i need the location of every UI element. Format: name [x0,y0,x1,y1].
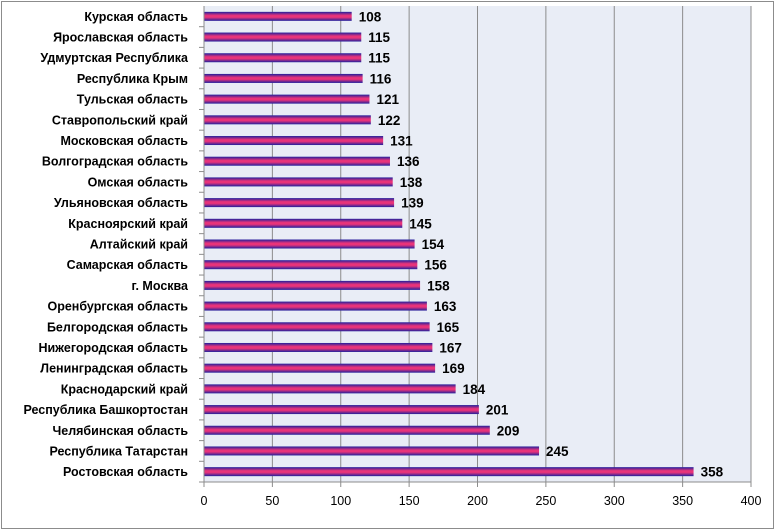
category-label: Ставропольский край [52,113,188,127]
bar [204,73,363,83]
bar [204,32,362,42]
category-label: Нижегородская область [38,341,188,355]
category-label: Красноярский край [68,217,188,231]
x-tick-label: 50 [265,494,279,508]
category-label: Московская область [60,134,188,148]
x-tick-label: 300 [604,494,625,508]
bar [204,322,430,332]
data-label: 209 [497,423,520,438]
bar [204,405,479,415]
category-label: Оренбургская область [47,300,188,314]
bar [204,260,418,270]
data-label: 115 [368,30,390,45]
category-label: Самарская область [67,258,189,272]
bar [204,53,362,63]
bar [204,239,415,249]
data-label: 131 [390,134,413,149]
data-label: 167 [439,340,462,355]
x-tick-label: 0 [201,494,208,508]
category-label: Ростовская область [63,465,188,479]
data-label: 108 [359,9,382,24]
data-label: 116 [370,71,392,86]
data-label: 184 [463,382,486,397]
bar [204,177,393,187]
bar [204,342,433,352]
bar [204,301,427,311]
category-label: Ленинградская область [40,362,188,376]
x-axis-tick-labels: 0 50 100 150 200 250 300 350 400 [201,494,762,508]
x-tick-label: 150 [399,494,420,508]
bar [204,280,421,290]
category-label: Ярославская область [53,31,188,45]
category-label: Белгородская область [47,320,188,334]
category-label: Тульская область [77,93,189,107]
category-label: Республика Башкортостан [23,403,188,417]
value-labels: 108 115 115 116 121 122 131 136 138 139 145 154 156 1… [359,9,724,479]
x-tick-label: 400 [741,494,762,508]
data-label: 136 [397,154,420,169]
bar [204,467,694,477]
bar [204,136,384,146]
category-label: Республика Крым [77,72,188,86]
data-label: 122 [378,113,401,128]
bar [204,94,370,104]
data-label: 115 [368,51,390,66]
data-label: 139 [401,196,424,211]
category-label: Краснодарский край [61,382,188,396]
x-tick-label: 350 [672,494,693,508]
data-label: 158 [427,278,450,293]
data-label: 121 [376,92,399,107]
x-tick-label: 250 [535,494,556,508]
data-label: 358 [701,465,724,480]
category-labels: Курская область Ярославская область Удмурт… [23,10,189,479]
bar [204,425,490,435]
bar [204,384,456,394]
data-label: 163 [434,299,457,314]
data-label: 169 [442,361,465,376]
category-label: Удмуртская Республика [40,51,189,65]
data-label: 156 [424,258,447,273]
x-tick-label: 100 [330,494,351,508]
bar [204,363,436,373]
category-label: Республика Татарстан [49,444,188,458]
bar [204,446,540,456]
data-label: 165 [437,320,460,335]
data-label: 245 [546,444,569,459]
category-label: г. Москва [132,279,190,293]
bar [204,115,371,125]
category-label: Волгоградская область [42,155,188,169]
data-label: 154 [422,237,445,252]
bars [204,11,694,477]
bar [204,198,395,208]
bar [204,11,352,21]
data-label: 138 [400,175,423,190]
category-label: Омская область [88,175,189,189]
bar [204,156,390,166]
x-tick-label: 200 [467,494,488,508]
category-label: Ульяновская область [54,196,188,210]
bar [204,218,403,228]
category-label: Курская область [84,10,188,24]
category-label: Алтайский край [90,238,188,252]
data-label: 201 [486,403,509,418]
category-label: Челябинская область [52,424,188,438]
data-label: 145 [409,216,432,231]
